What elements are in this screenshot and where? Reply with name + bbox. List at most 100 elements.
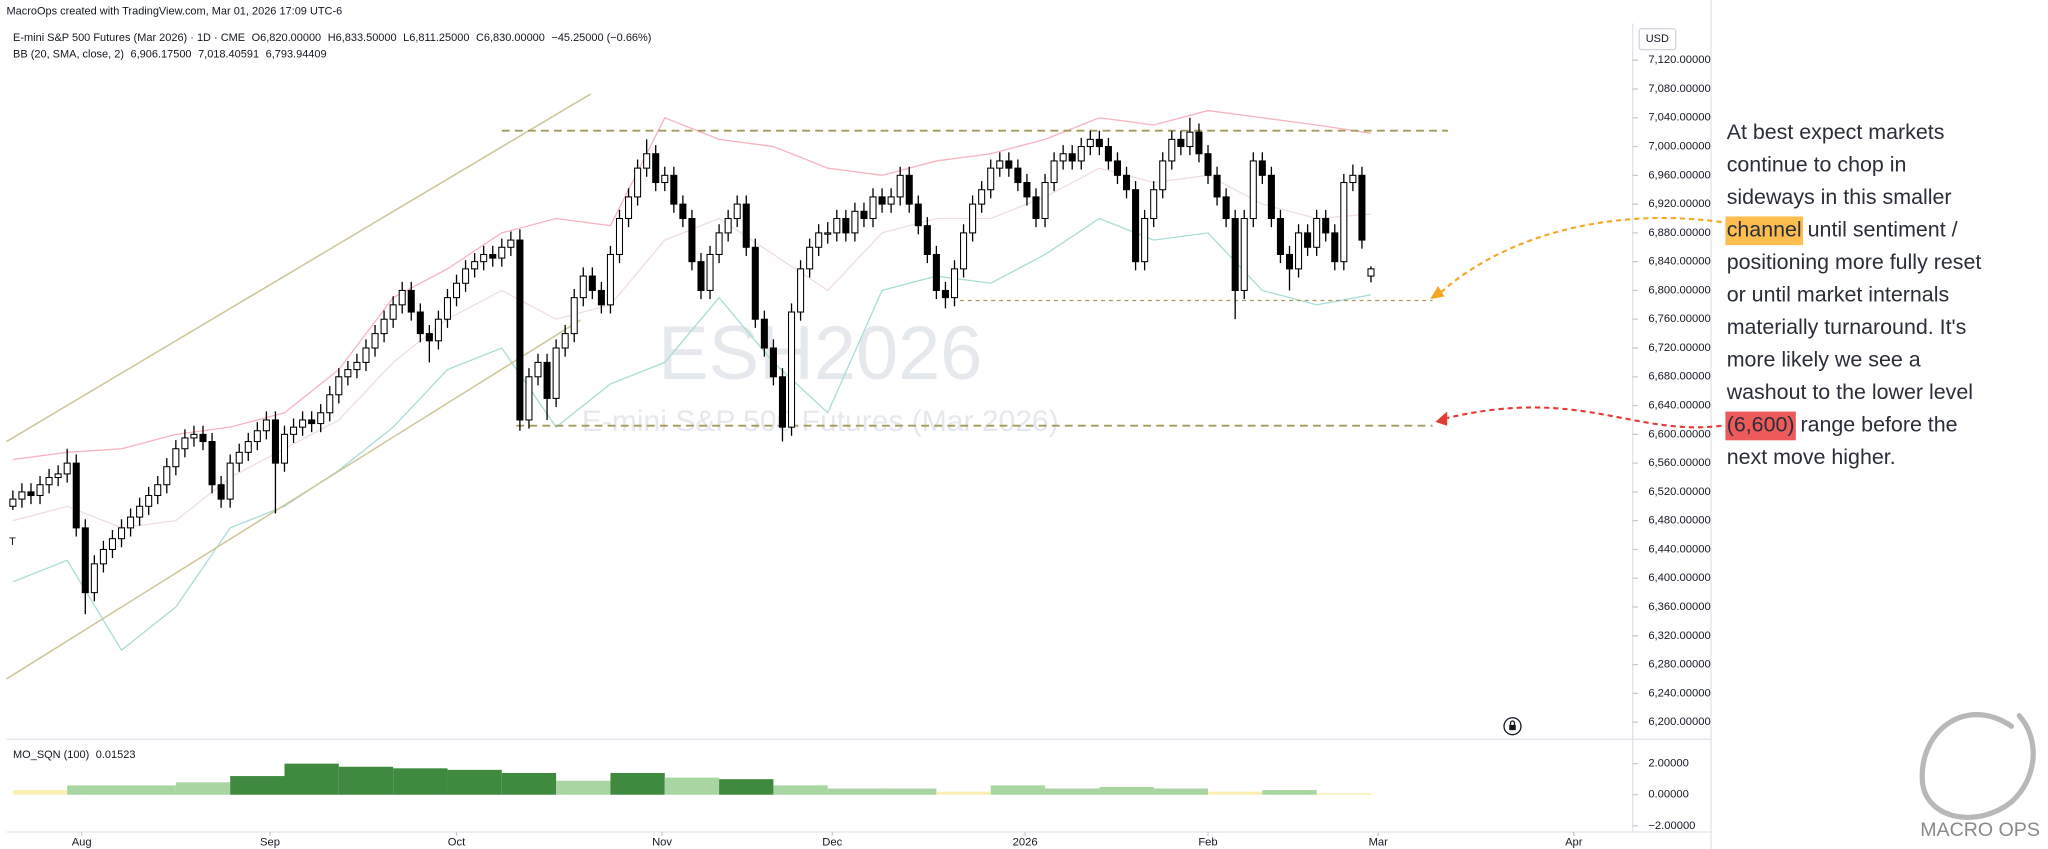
- candle-body: [679, 203, 687, 220]
- candle-body: [905, 174, 913, 205]
- candle-body: [588, 275, 596, 291]
- candle-body: [525, 376, 533, 421]
- sqn-area: [1208, 791, 1263, 795]
- candle-body: [434, 318, 442, 342]
- candle-body: [878, 196, 886, 205]
- sqn-area: [990, 785, 1046, 795]
- candle-body: [317, 412, 325, 425]
- sqn-area: [1099, 786, 1154, 795]
- candle-body: [751, 246, 759, 320]
- note-text: next move higher.: [1727, 445, 1896, 469]
- candle-body: [443, 297, 451, 320]
- sqn-area: [12, 790, 68, 795]
- note-text: continue to chop in: [1727, 152, 1907, 176]
- candle-body: [99, 548, 107, 565]
- sqn-area: [447, 769, 502, 795]
- candle-body: [1295, 232, 1303, 270]
- indicator-value: 7,018.40591: [198, 49, 259, 61]
- candle-body: [769, 347, 777, 378]
- candle-body: [932, 253, 940, 291]
- candle-body: [1059, 153, 1067, 162]
- sqn-area: [284, 763, 339, 795]
- candle-body: [615, 217, 624, 255]
- sqn-area: [773, 785, 828, 795]
- sqn-y-tick-label: 2.00000: [1648, 758, 1689, 770]
- x-tick-label: Sep: [260, 836, 280, 848]
- candle-body: [1204, 153, 1212, 176]
- sqn-area: [230, 776, 285, 795]
- candle-body: [1005, 160, 1013, 169]
- candle-body: [45, 476, 53, 486]
- candle-body: [552, 347, 560, 399]
- candle-body: [163, 466, 171, 486]
- candle-body: [271, 419, 279, 464]
- logo: MACRO OPS: [1920, 819, 2040, 841]
- bollinger-upper: [12, 109, 1372, 461]
- candle-body: [860, 210, 868, 220]
- candle-body: [1240, 217, 1248, 291]
- candle-body: [787, 311, 796, 428]
- candle-body: [81, 527, 89, 594]
- indicator-label: MO_SQN (100): [13, 749, 89, 761]
- candle-body: [579, 275, 587, 299]
- ohlc-label: O6,820.00000: [252, 32, 322, 44]
- candle-body: [407, 289, 415, 313]
- note-text: washout to the lower level: [1726, 380, 1973, 404]
- candle-body: [452, 282, 461, 299]
- candle-body: [1276, 217, 1284, 255]
- candle-body: [172, 448, 180, 468]
- candle-body: [706, 253, 714, 291]
- candle-body: [1285, 253, 1294, 270]
- note-text: range before the: [1795, 413, 1958, 437]
- sqn-area: [1316, 793, 1371, 795]
- candle-body: [516, 239, 524, 421]
- y-tick-label: 6,520.00000: [1648, 486, 1710, 498]
- candle-body: [154, 484, 162, 497]
- candle-body: [534, 361, 542, 378]
- candle-body: [652, 153, 660, 184]
- candle-body: [299, 419, 307, 428]
- candle-body: [851, 210, 859, 234]
- candle-body: [425, 333, 433, 342]
- lock-body[interactable]: [1509, 724, 1516, 731]
- candle-body: [1159, 160, 1167, 191]
- candle-body: [1050, 160, 1058, 184]
- candle-body: [344, 369, 352, 378]
- sqn-area: [175, 782, 231, 795]
- y-tick-label: 7,040.00000: [1648, 112, 1710, 124]
- y-tick-label: 6,680.00000: [1648, 371, 1710, 383]
- currency-box: [1638, 28, 1677, 51]
- credit: MacroOps created with TradingView.com, M…: [7, 6, 343, 18]
- y-tick-label: 7,080.00000: [1648, 83, 1710, 95]
- lock-icon[interactable]: [1503, 717, 1522, 736]
- candle-body: [1222, 196, 1230, 220]
- candle-body: [697, 261, 705, 291]
- candle-body: [244, 441, 252, 453]
- note-text: until sentiment /: [1802, 217, 1958, 241]
- candle-body: [371, 333, 379, 349]
- x-tick-label: Mar: [1369, 836, 1389, 848]
- candle-body: [1023, 182, 1031, 198]
- candle-body: [290, 426, 298, 435]
- candle-body: [887, 196, 895, 205]
- note-highlight: [1725, 411, 1796, 441]
- sqn-area: [827, 788, 883, 795]
- x-tick-label: Nov: [652, 836, 672, 848]
- y-tick-label: 6,640.00000: [1648, 400, 1710, 412]
- sqn-area: [1045, 788, 1100, 795]
- candle-body: [869, 196, 877, 220]
- candle-body: [1304, 232, 1312, 248]
- candle-body: [416, 311, 424, 335]
- candle-body: [923, 225, 931, 255]
- x-tick-label: Apr: [1565, 836, 1583, 848]
- indicator-value: 0.01523: [96, 749, 136, 761]
- x-tick-label: Oct: [448, 836, 466, 848]
- candle-body: [733, 203, 741, 220]
- lock-shackle[interactable]: [1509, 720, 1516, 725]
- candle-body: [1231, 217, 1239, 291]
- candle-body: [27, 491, 35, 497]
- candle-body: [335, 376, 343, 396]
- candle-body: [1258, 160, 1266, 176]
- candle-body: [941, 289, 949, 299]
- candle-body: [63, 462, 71, 475]
